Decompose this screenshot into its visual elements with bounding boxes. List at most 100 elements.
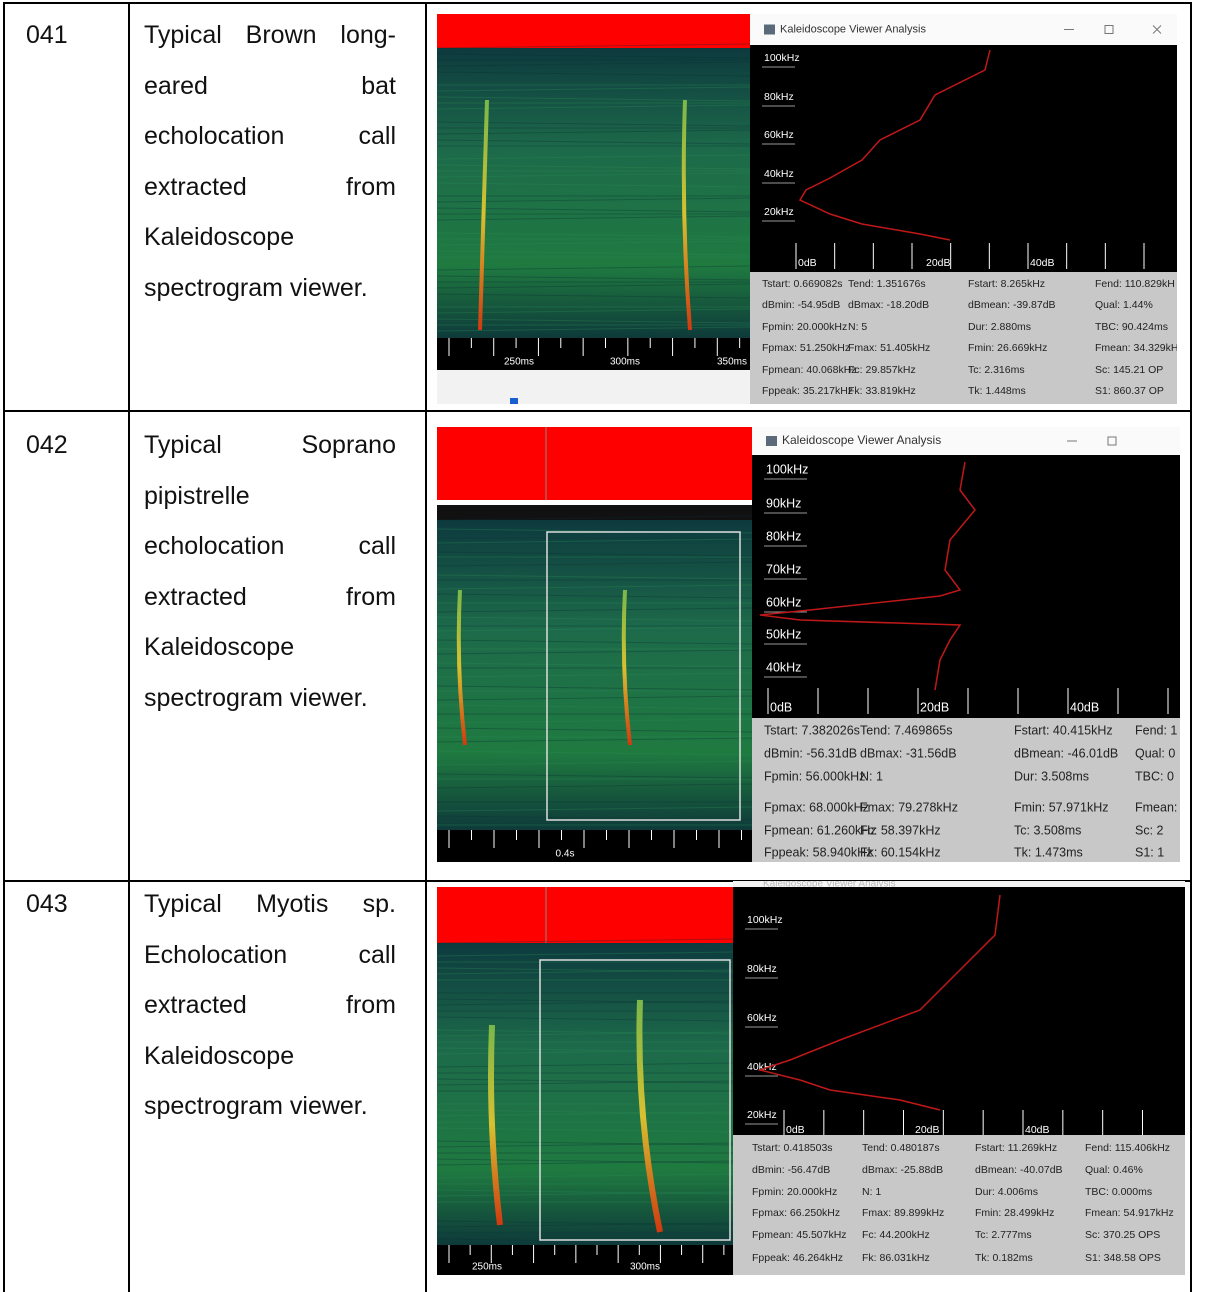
stat-value: TBC: 0.000ms <box>1085 1186 1152 1198</box>
stat-value: dBmax: -18.20dB <box>848 299 929 311</box>
stat-value: Fpmax: 66.250kHz <box>752 1207 840 1219</box>
stat-value: Fk: 86.031kHz <box>862 1252 930 1264</box>
window-icon <box>766 436 777 446</box>
stat-value: Fend: 110.829kH <box>1095 278 1175 290</box>
stat-value: Tc: 2.777ms <box>975 1229 1032 1241</box>
stat-value: Sc: 370.25 OPS <box>1085 1229 1160 1241</box>
stat-value: dBmean: -46.01dB <box>1014 746 1118 760</box>
frequency-label: 100kHz <box>766 462 808 476</box>
red-header <box>437 427 752 500</box>
stat-value: Fstart: 11.269kHz <box>975 1142 1057 1154</box>
stat-value: Fmin: 57.971kHz <box>1014 800 1108 814</box>
time-axis <box>437 830 752 862</box>
stat-value: dBmin: -54.95dB <box>762 299 840 311</box>
stat-value: Fpmin: 20.000kHz <box>752 1186 837 1198</box>
red-header <box>437 887 733 943</box>
stat-value: Fpmax: 51.250kHz <box>762 342 850 354</box>
db-label: 20dB <box>926 257 951 269</box>
stat-value: Tk: 1.473ms <box>1014 845 1083 859</box>
profile-plot <box>750 45 1177 272</box>
stat-value: dBmin: -56.47dB <box>752 1164 830 1176</box>
stat-value: Qual: 1.44% <box>1095 299 1153 311</box>
page: 041Typical Brown long-eared bat echoloca… <box>0 0 1211 1290</box>
stat-value: Tend: 7.469865s <box>860 723 952 737</box>
stat-value: N: 5 <box>848 321 867 333</box>
time-axis <box>437 338 750 370</box>
frequency-label: 60kHz <box>766 595 801 609</box>
stat-value: Tend: 1.351676s <box>848 278 926 290</box>
status-icon <box>510 398 518 404</box>
status-area <box>437 370 750 404</box>
stat-value: Fstart: 40.415kHz <box>1014 723 1113 737</box>
stat-value: Fk: 60.154kHz <box>860 845 941 859</box>
frequency-label: 90kHz <box>766 496 801 510</box>
stat-value: Fpmean: 40.068kHz <box>762 364 857 376</box>
red-header <box>437 14 750 48</box>
stat-value: TBC: 0 <box>1135 769 1174 783</box>
stat-value: Qual: 0.46% <box>1085 1164 1143 1176</box>
time-label: 250ms <box>504 357 534 368</box>
stat-value: Fmin: 26.669kHz <box>968 342 1047 354</box>
stat-value: Sc: 145.21 OP <box>1095 364 1163 376</box>
stat-value: Fc: 44.200kHz <box>862 1229 930 1241</box>
db-label: 40dB <box>1030 257 1055 269</box>
stat-value: Fmean: 34.329kHz <box>1095 342 1184 354</box>
frequency-label: 80kHz <box>764 91 794 103</box>
stat-value: S1: 348.58 OPS <box>1085 1252 1161 1264</box>
stat-value: S1: 860.37 OP <box>1095 385 1164 397</box>
frequency-label: 20kHz <box>764 206 794 218</box>
stat-value: Tk: 1.448ms <box>968 385 1026 397</box>
stat-value: Fmax: 79.278kHz <box>860 800 958 814</box>
db-label: 20dB <box>915 1124 940 1136</box>
stat-value: Tc: 2.316ms <box>968 364 1025 376</box>
stat-value: N: 1 <box>862 1186 881 1198</box>
stat-value: Fstart: 8.265kHz <box>968 278 1045 290</box>
db-label: 40dB <box>1025 1124 1050 1136</box>
analysis-window: Kaleidoscope Viewer Analysis100kHz80kHz6… <box>750 14 1184 404</box>
stats-panel <box>752 718 1180 862</box>
stat-value: Fmean: 54.917kHz <box>1085 1207 1174 1219</box>
stat-value: dBmean: -40.07dB <box>975 1164 1063 1176</box>
stat-value: Fpmean: 45.507kHz <box>752 1229 847 1241</box>
frequency-label: 70kHz <box>766 562 801 576</box>
stat-value: Qual: 0 <box>1135 746 1175 760</box>
time-label: 350ms <box>717 357 747 368</box>
analysis-window: Kaleidoscope Viewer Analysis100kHz90kHz8… <box>752 427 1211 862</box>
db-label: 40dB <box>1070 700 1099 714</box>
stat-value: Fend: 115.406kHz <box>1085 1142 1170 1154</box>
stat-value: dBmax: -31.56dB <box>860 746 957 760</box>
frequency-label: 100kHz <box>764 52 800 64</box>
stat-value: N: 1 <box>860 769 883 783</box>
frequency-label: 80kHz <box>766 529 801 543</box>
stat-value: dBmin: -56.31dB <box>764 746 857 760</box>
time-label: 300ms <box>610 357 640 368</box>
stat-value: Tk: 0.182ms <box>975 1252 1033 1264</box>
stat-value: TBC: 90.424ms <box>1095 321 1168 333</box>
db-label: 0dB <box>798 257 817 269</box>
stat-value: Tstart: 7.382026s <box>764 723 860 737</box>
stat-value: Fmean: 6 <box>1135 800 1188 814</box>
stat-value: Fk: 33.819kHz <box>848 385 916 397</box>
stat-value: Fppeak: 58.940kHz <box>764 845 872 859</box>
stat-value: Tc: 3.508ms <box>1014 823 1081 837</box>
stat-value: Fpmax: 68.000kHz <box>764 800 869 814</box>
stat-value: Dur: 3.508ms <box>1014 769 1089 783</box>
frequency-label: 80kHz <box>747 963 777 975</box>
stat-value: Dur: 4.006ms <box>975 1186 1038 1198</box>
stat-value: Tstart: 0.669082s <box>762 278 843 290</box>
stat-value: S1: 1 <box>1135 845 1164 859</box>
frequency-label: 60kHz <box>747 1012 777 1024</box>
stat-value: Fppeak: 35.217kHz <box>762 385 853 397</box>
stat-value: Tend: 0.480187s <box>862 1142 940 1154</box>
time-label: 300ms <box>630 1262 660 1273</box>
stat-value: Fmin: 28.499kHz <box>975 1207 1054 1219</box>
stat-value: dBmax: -25.88dB <box>862 1164 943 1176</box>
profile-plot <box>733 887 1185 1135</box>
db-label: 20dB <box>920 700 949 714</box>
stat-value: Fpmin: 20.000kHz <box>762 321 847 333</box>
frequency-label: 40kHz <box>766 660 801 674</box>
stat-value: Fppeak: 46.264kHz <box>752 1252 843 1264</box>
db-label: 0dB <box>786 1124 805 1136</box>
stat-value: Fmax: 89.899kHz <box>862 1207 944 1219</box>
frequency-label: 20kHz <box>747 1109 777 1121</box>
